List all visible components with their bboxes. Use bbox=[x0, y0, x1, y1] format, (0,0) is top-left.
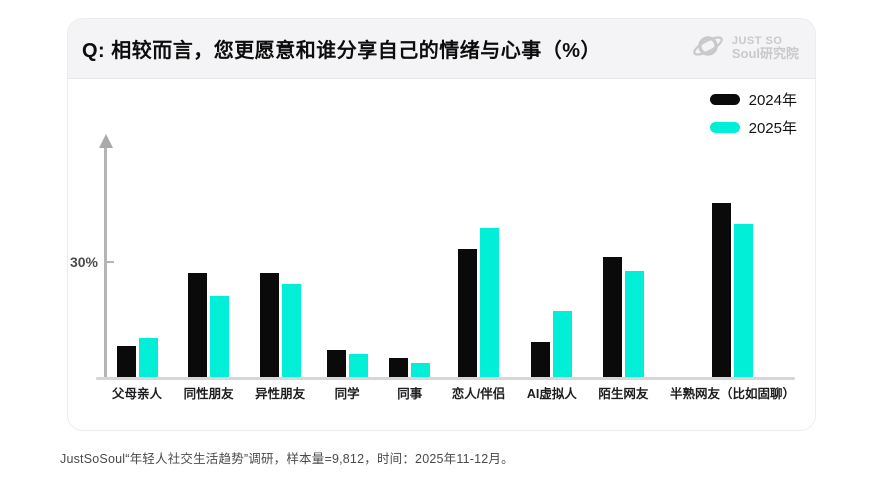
legend-label-series-1: 2025年 bbox=[748, 120, 797, 137]
bar-pair bbox=[116, 338, 158, 377]
question-title: Q: 相较而言，您更愿意和谁分享自己的情绪与心事（%） bbox=[82, 40, 602, 62]
bar-series-1 bbox=[348, 354, 368, 377]
bar-group: AI虚拟人 bbox=[527, 311, 577, 403]
bar-series-1 bbox=[411, 363, 431, 377]
bar-pair bbox=[531, 311, 573, 377]
bar-series-1 bbox=[480, 228, 500, 377]
legend-item-series-0: 2024年 bbox=[709, 89, 797, 110]
plot-area: 2024年 2025年 30% 父母亲人 同性朋友 异性朋友 同学 同事 恋人/伴侣 AI虚拟… bbox=[68, 79, 815, 430]
bar-series-1 bbox=[733, 224, 753, 377]
y-tick-mark bbox=[104, 261, 114, 263]
bar-group: 同事 bbox=[389, 358, 431, 403]
chart-legend: 2024年 2025年 bbox=[709, 89, 797, 138]
bar-group: 恋人/伴侣 bbox=[452, 228, 505, 403]
y-axis bbox=[98, 134, 113, 380]
bar-series-0 bbox=[116, 346, 136, 377]
category-label: 父母亲人 bbox=[112, 387, 163, 401]
bar-series-0 bbox=[188, 273, 208, 377]
bar-group: 父母亲人 bbox=[112, 338, 162, 403]
bar-pair bbox=[458, 228, 500, 377]
bar-series-0 bbox=[326, 350, 346, 377]
bar-pair bbox=[326, 350, 368, 377]
bar-series-1 bbox=[210, 296, 230, 377]
bar-group: 陌生网友 bbox=[598, 257, 648, 403]
source-note: JustSoSoul“年轻人社交生活趋势”调研，样本量=9,812，时间：202… bbox=[60, 452, 514, 466]
planet-icon bbox=[691, 29, 725, 68]
brand-text: JUST SO Soul研究院 bbox=[732, 35, 799, 63]
legend-swatch-series-1 bbox=[709, 122, 740, 133]
category-label: 半熟网友（比如固聊） bbox=[669, 387, 795, 401]
brand-line1: JUST SO bbox=[731, 34, 783, 47]
category-label: 异性朋友 bbox=[255, 387, 306, 401]
brand-line2: Soul研究院 bbox=[731, 46, 799, 62]
card-header: Q: 相较而言，您更愿意和谁分享自己的情绪与心事（%） JUST SO Soul… bbox=[68, 19, 815, 79]
category-label: AI虚拟人 bbox=[526, 387, 577, 401]
brand-logo: JUST SO Soul研究院 bbox=[691, 29, 799, 68]
bar-series-1 bbox=[624, 271, 644, 377]
bar-series-1 bbox=[138, 338, 158, 377]
bar-group: 同性朋友 bbox=[184, 273, 234, 403]
x-axis-baseline bbox=[96, 377, 795, 380]
bar-pair bbox=[188, 273, 230, 377]
bar-series-0 bbox=[602, 257, 622, 377]
bar-pair bbox=[602, 257, 644, 377]
bar-series-0 bbox=[389, 358, 409, 377]
y-tick-label: 30% bbox=[69, 254, 98, 270]
bar-pair bbox=[389, 358, 431, 377]
category-label: 陌生网友 bbox=[598, 387, 649, 401]
category-label: 同学 bbox=[334, 387, 360, 401]
bar-series-1 bbox=[281, 284, 301, 377]
bar-series-1 bbox=[553, 311, 573, 377]
bar-series-0 bbox=[711, 203, 731, 377]
chart-card: Q: 相较而言，您更愿意和谁分享自己的情绪与心事（%） JUST SO Soul… bbox=[67, 18, 816, 431]
category-label: 同性朋友 bbox=[183, 387, 234, 401]
bar-series-0 bbox=[458, 249, 478, 377]
bar-group: 半熟网友（比如固聊） bbox=[670, 203, 795, 403]
bar-group: 同学 bbox=[326, 350, 368, 403]
category-label: 同事 bbox=[397, 387, 423, 401]
bar-series-0 bbox=[259, 273, 279, 377]
bar-group: 异性朋友 bbox=[255, 273, 305, 403]
legend-item-series-1: 2025年 bbox=[709, 117, 797, 138]
bar-series-0 bbox=[531, 342, 551, 377]
bar-groups: 父母亲人 同性朋友 异性朋友 同学 同事 恋人/伴侣 AI虚拟人 陌生网友 半熟网友（比如固聊） bbox=[112, 203, 795, 403]
category-label: 恋人/伴侣 bbox=[451, 387, 506, 401]
bar-pair bbox=[259, 273, 301, 377]
bar-pair bbox=[711, 203, 753, 377]
legend-swatch-series-0 bbox=[709, 94, 740, 105]
legend-label-series-0: 2024年 bbox=[748, 92, 797, 109]
y-tick-30: 30% bbox=[68, 254, 114, 270]
